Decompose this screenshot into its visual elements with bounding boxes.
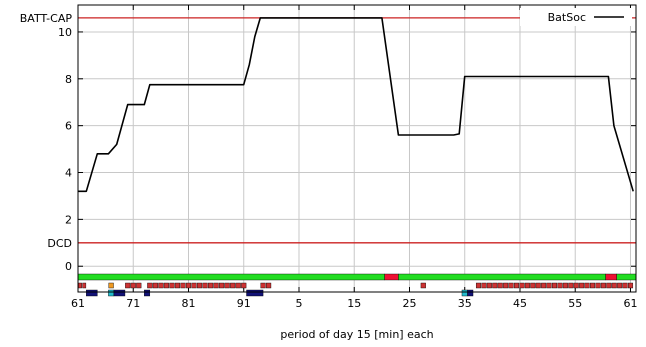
- status-square: [125, 282, 131, 289]
- status-square: [508, 282, 514, 289]
- status-square: [546, 282, 552, 289]
- status-segment-charge: [86, 289, 98, 297]
- y-tick-label: 8: [65, 73, 72, 86]
- ref-line-label: BATT-CAP: [20, 12, 73, 25]
- x-tick-label: 15: [347, 297, 361, 310]
- status-square: [180, 282, 186, 289]
- x-axis-labels: 61 71 81 91 5 15 25 35 45 55 61: [71, 297, 637, 310]
- status-segment-state: [77, 273, 385, 281]
- status-square: [541, 282, 547, 289]
- status-square: [617, 282, 623, 289]
- status-square: [600, 282, 606, 289]
- status-square: [82, 282, 87, 289]
- status-square: [213, 282, 219, 289]
- status-segment-state: [616, 273, 637, 281]
- status-square: [266, 282, 272, 289]
- status-square: [524, 282, 530, 289]
- status-square: [185, 282, 192, 289]
- status-square: [557, 282, 563, 289]
- status-square: [130, 282, 136, 289]
- x-tick-label: 91: [237, 297, 251, 310]
- status-square: [513, 282, 520, 289]
- status-square: [78, 282, 82, 289]
- status-square: [579, 282, 585, 289]
- legend-box: [520, 8, 632, 26]
- status-segment-charge: [467, 289, 474, 297]
- status-square: [503, 282, 509, 289]
- status-square: [136, 282, 142, 289]
- x-tick-label: 81: [181, 297, 195, 310]
- status-square: [486, 282, 492, 289]
- status-square: [208, 282, 214, 289]
- status-square: [174, 282, 181, 289]
- ref-line-label: DCD: [47, 237, 72, 250]
- status-segment-state: [384, 273, 399, 281]
- status-square: [219, 282, 225, 289]
- status-segment-charge: [144, 289, 151, 297]
- status-square: [584, 282, 590, 289]
- status-segment-charge: [461, 289, 468, 297]
- status-square: [420, 282, 426, 289]
- status-square: [158, 282, 164, 289]
- y-tick-label: 2: [65, 213, 72, 226]
- status-square: [535, 282, 541, 289]
- status-square: [568, 282, 574, 289]
- status-segment-state: [398, 273, 606, 281]
- x-tick-label: 35: [458, 297, 472, 310]
- status-segment-charge: [246, 289, 264, 297]
- status-square: [235, 282, 241, 289]
- status-square: [622, 282, 628, 289]
- x-tick-label: 55: [568, 297, 582, 310]
- status-segment-charge: [113, 289, 126, 297]
- status-square: [196, 282, 203, 289]
- plot-border: [77, 4, 637, 293]
- x-tick-label: 5: [295, 297, 302, 310]
- y-tick-label: 10: [58, 26, 72, 39]
- y-tick-label: 4: [65, 167, 72, 180]
- status-square: [530, 282, 536, 289]
- legend: BatSoc: [520, 8, 632, 26]
- x-tick-label: 61: [623, 297, 637, 310]
- x-tick-label: 45: [513, 297, 527, 310]
- status-square: [562, 282, 568, 289]
- status-square: [191, 282, 197, 289]
- status-square: [519, 282, 525, 289]
- status-square: [108, 282, 114, 289]
- status-square: [202, 282, 208, 289]
- status-square: [224, 282, 230, 289]
- status-square: [628, 282, 634, 289]
- x-tick-label: 71: [126, 297, 140, 310]
- status-segment-state: [605, 273, 617, 281]
- status-bars: [77, 273, 637, 297]
- x-tick-label: 25: [402, 297, 416, 310]
- status-square: [492, 282, 498, 289]
- series-line-batsoc: [78, 17, 634, 193]
- status-square: [169, 282, 175, 289]
- legend-label: BatSoc: [548, 11, 586, 24]
- status-square: [241, 282, 247, 289]
- y-tick-label: 6: [65, 120, 72, 133]
- status-square: [590, 282, 596, 289]
- status-square: [573, 282, 579, 289]
- status-square: [230, 282, 236, 289]
- status-square: [611, 282, 617, 289]
- status-square: [147, 282, 153, 289]
- x-tick-label: 61: [71, 297, 85, 310]
- y-axis-labels: 0 2 4 6 8 10: [58, 26, 72, 273]
- status-square: [260, 282, 266, 289]
- x-axis-title: period of day 15 [min] each: [280, 328, 433, 341]
- status-segment-charge: [108, 289, 115, 297]
- status-square: [595, 282, 601, 289]
- status-square: [475, 282, 482, 289]
- series-layer: [78, 17, 634, 193]
- status-square: [481, 282, 487, 289]
- y-tick-label: 0: [65, 260, 72, 273]
- status-square: [163, 282, 169, 289]
- status-square: [152, 282, 158, 289]
- status-square: [551, 282, 558, 289]
- status-square: [606, 282, 612, 289]
- status-square: [497, 282, 503, 289]
